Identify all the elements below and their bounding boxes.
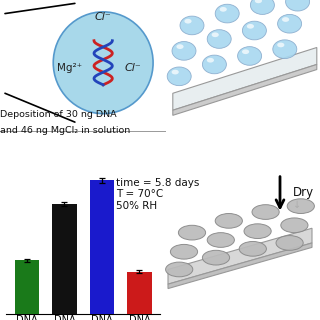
Text: ↓: ↓ bbox=[293, 200, 301, 210]
Text: Deposition of 30 ng DNA: Deposition of 30 ng DNA bbox=[0, 110, 116, 119]
Ellipse shape bbox=[166, 262, 193, 277]
Ellipse shape bbox=[207, 30, 231, 48]
Ellipse shape bbox=[282, 17, 289, 22]
Text: Mg²⁺: Mg²⁺ bbox=[57, 63, 83, 73]
Ellipse shape bbox=[281, 218, 308, 233]
Ellipse shape bbox=[220, 7, 227, 12]
Bar bbox=[90, 180, 114, 314]
Ellipse shape bbox=[250, 0, 274, 14]
Ellipse shape bbox=[207, 233, 234, 247]
Ellipse shape bbox=[243, 21, 266, 40]
Ellipse shape bbox=[278, 14, 302, 33]
Bar bbox=[52, 204, 77, 314]
Ellipse shape bbox=[273, 40, 297, 59]
Polygon shape bbox=[168, 228, 312, 284]
Ellipse shape bbox=[207, 58, 214, 63]
Ellipse shape bbox=[202, 55, 227, 74]
Ellipse shape bbox=[212, 32, 219, 37]
Ellipse shape bbox=[215, 213, 243, 228]
Polygon shape bbox=[173, 47, 317, 110]
Ellipse shape bbox=[184, 19, 192, 24]
Ellipse shape bbox=[172, 70, 179, 75]
Text: Dry: Dry bbox=[293, 186, 314, 199]
Ellipse shape bbox=[239, 242, 267, 256]
Polygon shape bbox=[173, 64, 317, 115]
Ellipse shape bbox=[277, 43, 284, 47]
Ellipse shape bbox=[244, 224, 271, 238]
Bar bbox=[127, 272, 152, 314]
Ellipse shape bbox=[286, 0, 310, 11]
Ellipse shape bbox=[255, 0, 262, 3]
Ellipse shape bbox=[180, 16, 204, 35]
Ellipse shape bbox=[167, 67, 191, 86]
Ellipse shape bbox=[237, 47, 262, 65]
Ellipse shape bbox=[247, 24, 254, 29]
Ellipse shape bbox=[242, 49, 249, 54]
Polygon shape bbox=[168, 243, 312, 289]
Ellipse shape bbox=[215, 4, 239, 23]
Ellipse shape bbox=[252, 205, 279, 220]
Ellipse shape bbox=[170, 244, 198, 259]
Bar bbox=[15, 260, 39, 314]
Ellipse shape bbox=[176, 44, 184, 49]
Text: Cl⁻: Cl⁻ bbox=[95, 12, 112, 22]
Circle shape bbox=[53, 12, 153, 114]
Ellipse shape bbox=[276, 236, 303, 250]
Text: time = 5.8 days
T = 70°C
50% RH: time = 5.8 days T = 70°C 50% RH bbox=[116, 178, 200, 211]
Ellipse shape bbox=[172, 42, 196, 60]
Text: and 46 ng MgCl₂ in solution: and 46 ng MgCl₂ in solution bbox=[0, 125, 130, 134]
Ellipse shape bbox=[179, 225, 206, 240]
Ellipse shape bbox=[287, 199, 315, 213]
Text: Cl⁻: Cl⁻ bbox=[125, 63, 141, 73]
Ellipse shape bbox=[203, 250, 230, 265]
